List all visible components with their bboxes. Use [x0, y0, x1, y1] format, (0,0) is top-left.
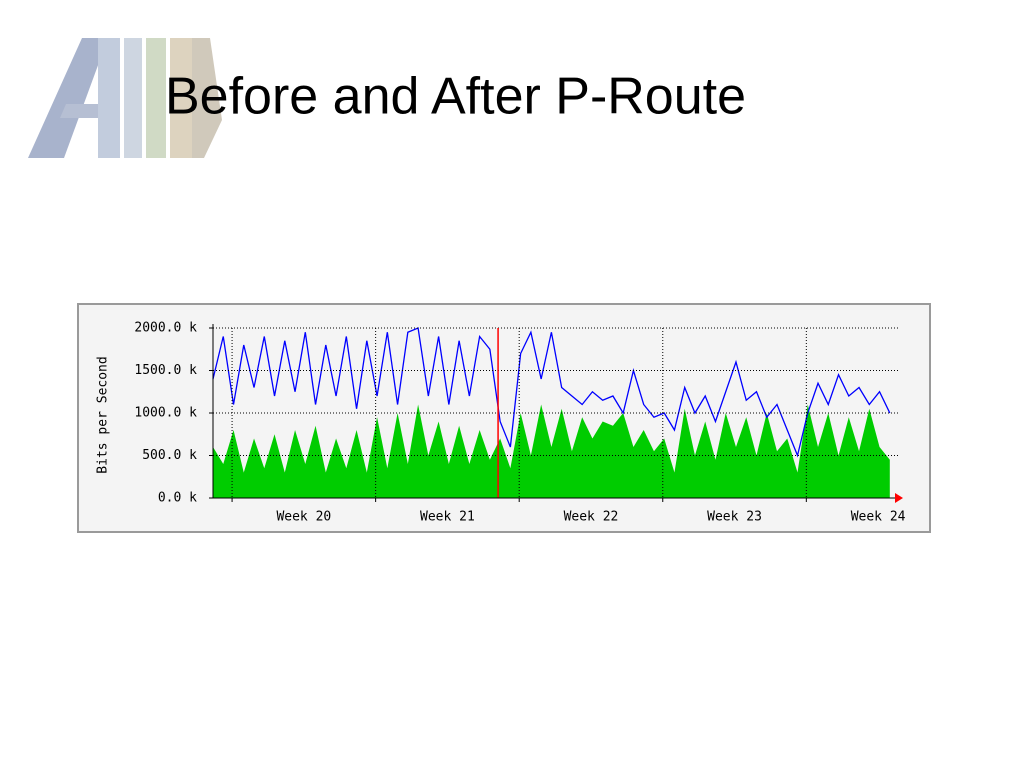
y-tick-label: 1500.0 k	[134, 363, 197, 378]
axis-arrow	[895, 493, 903, 503]
x-tick-label: Week 23	[707, 510, 762, 525]
y-axis-label: Bits per Second	[96, 356, 111, 473]
y-tick-label: 0.0 k	[158, 491, 197, 506]
x-tick-label: Week 22	[564, 510, 619, 525]
slide-title: Before and After P-Route	[165, 68, 746, 126]
x-tick-label: Week 21	[420, 510, 475, 525]
y-tick-label: 1000.0 k	[134, 406, 197, 421]
y-tick-label: 2000.0 k	[134, 321, 197, 336]
x-tick-label: Week 24	[851, 510, 906, 525]
x-tick-label: Week 20	[276, 510, 331, 525]
logo	[28, 38, 222, 158]
area	[213, 404, 890, 498]
y-tick-label: 500.0 k	[142, 448, 197, 463]
line	[212, 327, 891, 458]
